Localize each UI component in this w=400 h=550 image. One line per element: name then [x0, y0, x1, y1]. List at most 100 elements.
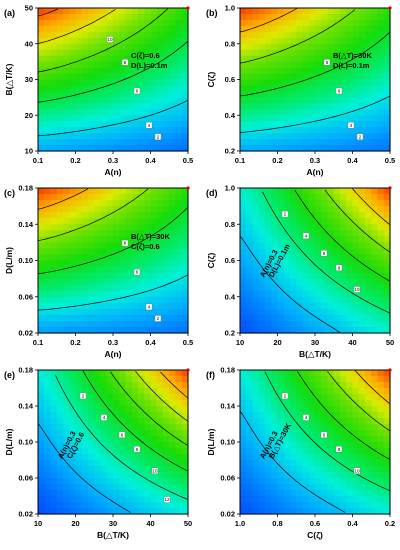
heat-cell — [144, 266, 152, 274]
heat-cell — [75, 145, 83, 152]
heat-cell — [240, 206, 247, 213]
y-tick-label: 0.8 — [225, 39, 235, 48]
heat-cell — [358, 43, 366, 51]
heat-cell — [138, 266, 145, 274]
heat-cell — [156, 308, 164, 316]
heat-cell — [365, 496, 372, 503]
heat-cell — [69, 91, 77, 98]
fixed-parameter-annotation: B(△T)=30K — [131, 232, 170, 241]
heat-cell — [358, 49, 366, 57]
heat-cell — [56, 290, 64, 298]
heat-cell — [94, 326, 102, 334]
heat-cell — [277, 436, 285, 443]
heat-cell — [150, 188, 158, 195]
heat-cell — [44, 121, 52, 128]
heat-cell — [346, 442, 354, 449]
heat-cell — [383, 454, 391, 461]
heat-cell — [321, 115, 329, 122]
heat-cell — [371, 442, 379, 449]
heat-cell — [283, 8, 291, 15]
heat-cell — [302, 109, 310, 116]
heat-cell — [283, 412, 291, 419]
heat-cell — [131, 224, 139, 231]
heat-cell — [252, 206, 260, 213]
heat-cell — [169, 31, 177, 39]
heat-cell — [283, 91, 291, 98]
heat-cell — [377, 206, 385, 213]
heat-cell — [113, 127, 120, 134]
heat-cell — [277, 266, 285, 274]
heat-cell — [156, 466, 164, 473]
heat-cell — [138, 496, 145, 503]
heat-cell — [277, 278, 285, 286]
heat-cell — [252, 49, 260, 57]
heat-cell — [340, 67, 347, 75]
heat-cell — [315, 13, 322, 21]
heat-cell — [327, 320, 335, 328]
heat-cell — [265, 133, 272, 140]
heat-cell — [94, 13, 102, 21]
heat-cell — [131, 508, 139, 515]
heat-cell — [156, 31, 164, 39]
heat-cell — [169, 266, 177, 274]
contour-label-box — [163, 496, 171, 503]
heat-cell — [315, 302, 322, 310]
heat-cell — [88, 212, 95, 219]
heat-cell — [69, 278, 77, 286]
heat-cell — [340, 224, 347, 231]
heat-cell — [100, 448, 108, 455]
heat-cell — [138, 73, 145, 81]
heat-cell — [94, 454, 102, 461]
heat-cell — [81, 254, 89, 262]
heat-cell — [63, 248, 70, 256]
heat-cell — [138, 91, 145, 98]
heat-cell — [308, 436, 316, 443]
heat-cell — [144, 206, 152, 213]
heat-cell — [333, 224, 341, 231]
heat-cell — [94, 296, 102, 304]
heat-cell — [38, 115, 45, 122]
heat-cell — [340, 79, 347, 87]
heat-cell — [81, 79, 89, 87]
contour-label: 2 — [82, 394, 85, 399]
heat-cell — [340, 496, 347, 503]
heat-cell — [44, 79, 52, 87]
heat-cell — [308, 79, 316, 87]
heat-cell — [327, 212, 335, 219]
x-tick-label: 0.6 — [310, 519, 320, 528]
heat-field — [38, 8, 189, 152]
heat-cell — [44, 133, 52, 140]
heat-cell — [94, 284, 102, 292]
heat-cell — [258, 278, 266, 286]
heat-cell — [252, 121, 260, 128]
heat-cell — [38, 296, 45, 304]
heat-cell — [163, 242, 170, 250]
heat-cell — [358, 382, 366, 389]
heat-cell — [50, 296, 58, 304]
heat-cell — [169, 490, 177, 497]
heat-cell — [131, 308, 139, 316]
heat-cell — [106, 109, 114, 116]
heat-cell — [63, 67, 70, 75]
heat-cell — [321, 31, 329, 39]
heat-cell — [131, 272, 139, 280]
heat-cell — [138, 326, 145, 334]
heat-cell — [50, 272, 58, 280]
heat-cell — [277, 472, 285, 479]
heat-cell — [38, 91, 45, 98]
heat-cell — [377, 418, 385, 425]
heat-cell — [315, 121, 322, 128]
heat-cell — [156, 49, 164, 57]
heat-cell — [265, 145, 272, 152]
heat-cell — [38, 376, 45, 383]
heat-cell — [56, 37, 64, 45]
heat-cell — [296, 55, 304, 63]
heat-cell — [271, 394, 279, 401]
heat-cell — [94, 484, 102, 491]
heat-cell — [377, 121, 385, 128]
heat-cell — [113, 25, 120, 33]
heat-cell — [258, 424, 266, 431]
heat-cell — [163, 260, 170, 268]
heat-cell — [277, 370, 285, 377]
